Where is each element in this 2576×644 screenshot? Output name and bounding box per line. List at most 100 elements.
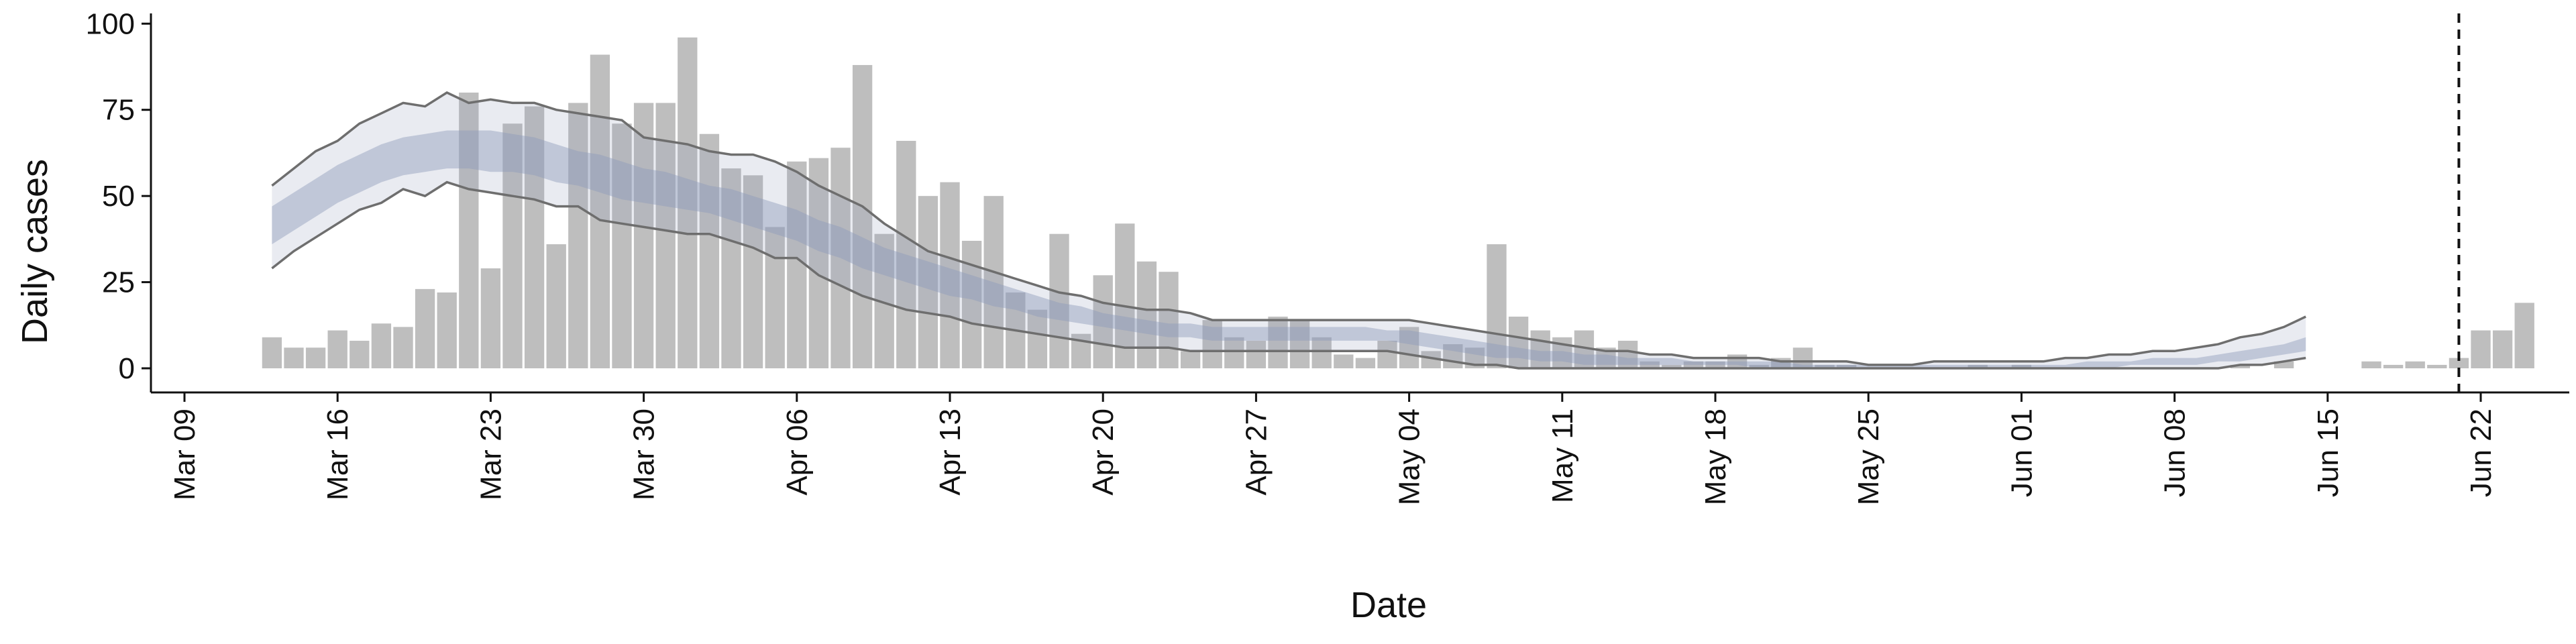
- bar: [2361, 361, 2381, 369]
- bar: [983, 196, 1004, 369]
- bar: [327, 330, 347, 369]
- x-tick-label: Apr 27: [1240, 409, 1273, 496]
- bar: [1334, 354, 1354, 369]
- lower-bound-line: [271, 180, 2306, 370]
- bar: [612, 123, 632, 369]
- x-tick-label: Apr 06: [781, 409, 814, 496]
- bar: [1508, 316, 1529, 369]
- x-tick-label: Jun 15: [2312, 409, 2345, 497]
- bar: [1968, 364, 1988, 369]
- bar: [1683, 361, 1704, 369]
- x-tick-label: Jun 22: [2465, 409, 2498, 497]
- bar: [568, 103, 588, 369]
- bar: [678, 37, 698, 369]
- bar-group: [262, 37, 2534, 369]
- x-tick-label: May 25: [1852, 409, 1885, 505]
- y-tick-label: 100: [86, 7, 135, 40]
- x-tick-label: Apr 13: [934, 409, 967, 496]
- y-tick-label: 75: [102, 94, 135, 127]
- bar: [2230, 364, 2251, 369]
- bar: [2273, 361, 2294, 369]
- bar: [1399, 327, 1419, 369]
- bar: [524, 106, 545, 369]
- bar: [743, 175, 763, 369]
- bar: [896, 140, 916, 369]
- bar: [371, 323, 392, 369]
- bar: [1246, 340, 1267, 369]
- bar: [1049, 233, 1069, 369]
- bar: [590, 54, 610, 369]
- bar: [305, 347, 326, 369]
- x-tick-label: May 11: [1546, 409, 1579, 503]
- bar: [437, 292, 457, 369]
- bar: [350, 340, 370, 369]
- x-tick-label: May 18: [1699, 409, 1732, 505]
- bar: [459, 93, 479, 369]
- outer-credible-band: [272, 93, 2306, 368]
- y-tick-label: 25: [102, 266, 135, 299]
- bar: [1268, 316, 1288, 369]
- x-axis-title: Date: [1350, 585, 1427, 625]
- model-line-group: [271, 91, 2306, 370]
- x-tick-label: Jun 08: [2159, 409, 2192, 497]
- bar: [2427, 364, 2447, 369]
- bar: [2492, 330, 2513, 369]
- bar: [655, 103, 676, 369]
- bar: [1159, 272, 1179, 369]
- bar: [1093, 275, 1113, 369]
- bar: [1836, 364, 1857, 369]
- bar: [1289, 320, 1310, 369]
- bar: [830, 148, 851, 369]
- bar: [787, 161, 807, 369]
- bar: [1749, 364, 1769, 369]
- bar: [393, 327, 413, 369]
- bar: [1792, 347, 1813, 369]
- bar: [502, 123, 523, 369]
- bar: [1136, 261, 1157, 369]
- tick-group: 0 25 50 75 100 Mar 09 Mar 16 Mar 23 Mar 30 Apr 06…: [86, 7, 2498, 505]
- y-tick-label: 50: [102, 180, 135, 213]
- x-tick-label: Jun 01: [2005, 409, 2038, 497]
- bar: [633, 103, 654, 369]
- bar: [1487, 244, 1507, 369]
- bar: [284, 347, 304, 369]
- bar: [1377, 340, 1397, 369]
- bar: [1027, 309, 1048, 369]
- bar: [1705, 361, 1725, 369]
- bar: [1355, 358, 1376, 369]
- bar: [1815, 364, 1835, 369]
- x-tick-label: May 04: [1393, 409, 1426, 505]
- bar: [1443, 344, 1463, 369]
- x-tick-label: Mar 23: [474, 409, 507, 500]
- bar: [1530, 330, 1550, 369]
- x-tick-label: Mar 09: [168, 409, 201, 500]
- y-tick-label: 0: [119, 352, 135, 385]
- bar: [480, 268, 501, 369]
- bar: [2514, 303, 2534, 369]
- bar: [808, 158, 829, 369]
- bar: [1115, 223, 1135, 369]
- y-axis-title: Daily cases: [15, 159, 55, 344]
- bar: [1617, 340, 1638, 369]
- bar: [1224, 337, 1244, 369]
- bar: [1640, 361, 1660, 369]
- x-tick-label: Mar 30: [628, 409, 661, 500]
- bar: [1311, 337, 1332, 369]
- upper-bound-line: [271, 91, 2306, 366]
- bar: [1662, 364, 1682, 369]
- bar: [699, 133, 720, 369]
- bar: [262, 337, 282, 369]
- bar: [940, 182, 960, 369]
- inner-credible-band: [272, 130, 2306, 368]
- bar: [765, 227, 785, 369]
- x-tick-label: Mar 16: [321, 409, 354, 500]
- bar: [2449, 358, 2469, 369]
- bar: [2383, 364, 2404, 369]
- bar: [1202, 320, 1222, 369]
- bar: [852, 64, 873, 369]
- x-tick-label: Apr 20: [1087, 409, 1120, 496]
- bar: [2471, 330, 2491, 369]
- bar: [2405, 361, 2425, 369]
- axes-group: [150, 13, 2569, 394]
